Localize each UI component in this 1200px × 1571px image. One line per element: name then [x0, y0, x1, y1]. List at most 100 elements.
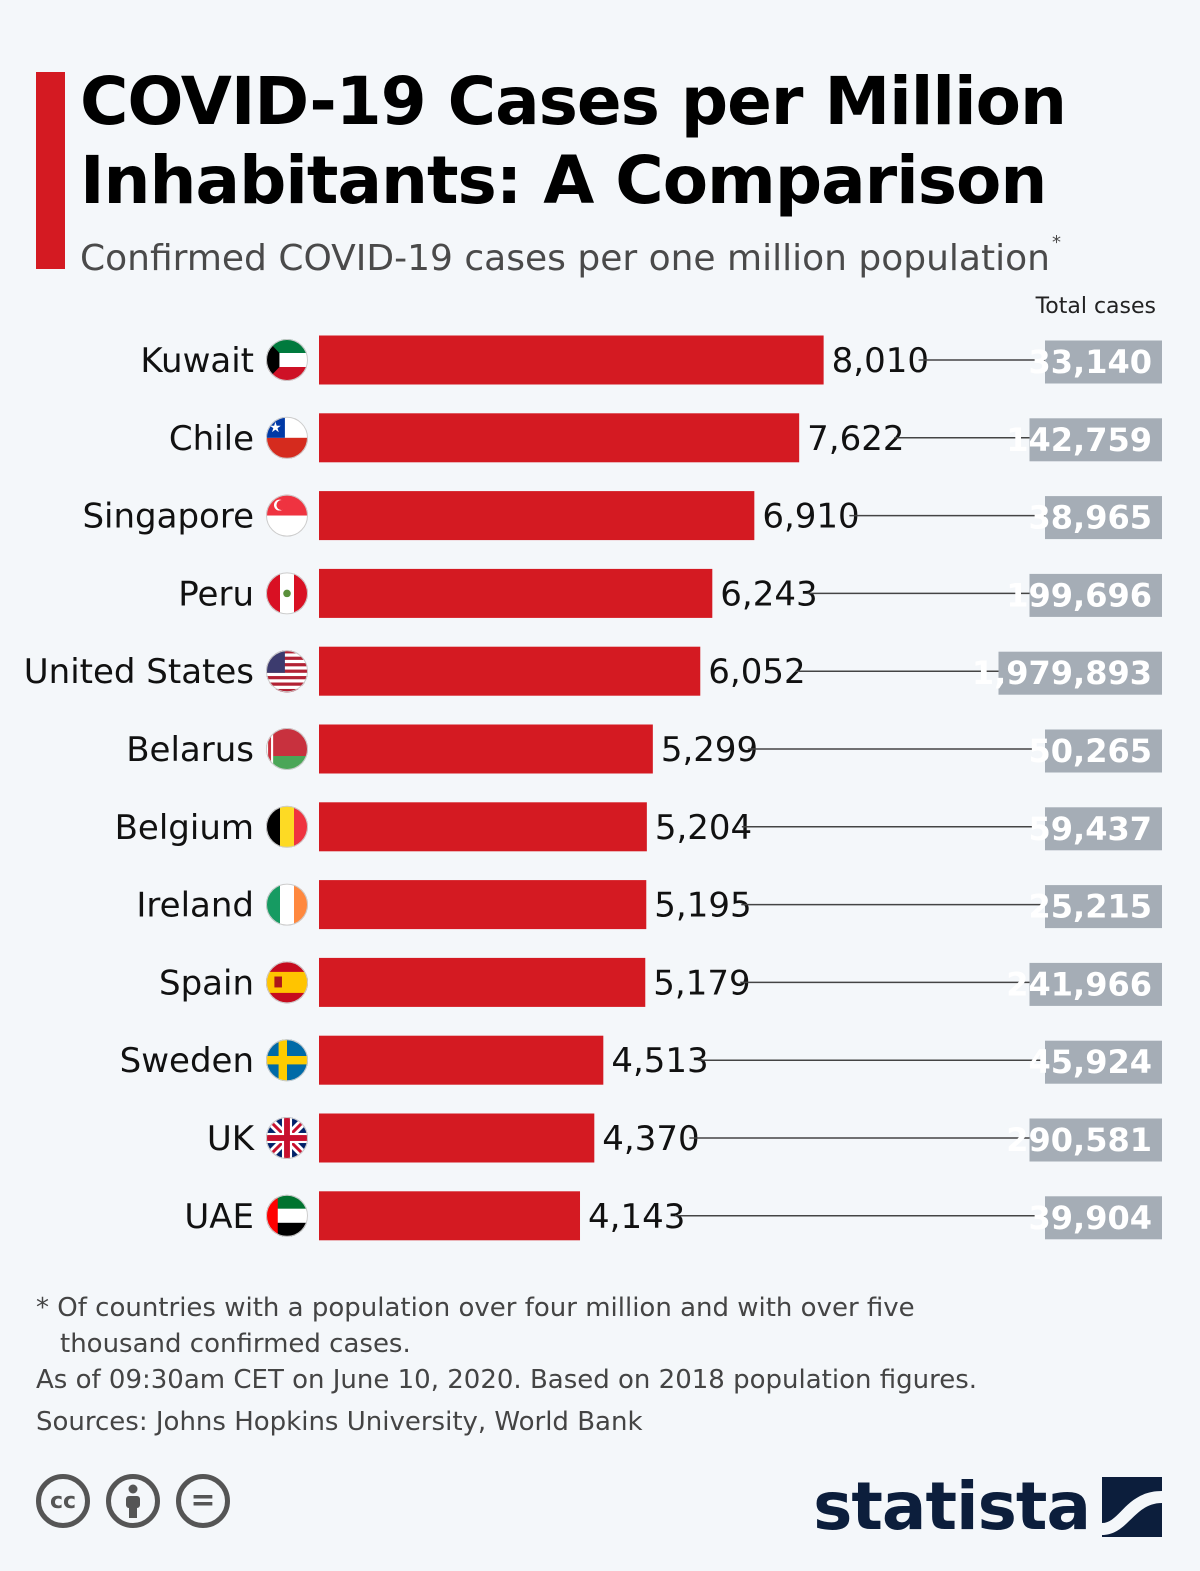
total-cases-box — [1045, 1196, 1162, 1240]
footnote-block: * Of countries with a population over fo… — [36, 1290, 1036, 1440]
value-label: 5,195 — [654, 886, 751, 926]
footnote-line-2: thousand confirmed cases. — [60, 1329, 411, 1359]
category-label: Chile — [169, 419, 254, 459]
cc-icon-label: cc — [49, 1488, 77, 1514]
no-derivatives-icon: = — [176, 1474, 230, 1528]
total-cases-label: 39,904 — [1029, 1199, 1152, 1237]
subtitle-text: Confirmed COVID-19 cases per one million… — [80, 238, 1050, 279]
chart-row: Ireland 5,195 25,215 — [136, 880, 1162, 930]
total-cases-label: 241,966 — [1006, 965, 1152, 1003]
equals-icon-label: = — [190, 1483, 216, 1518]
chart-row: Peru 6,243 199,696 — [178, 568, 1162, 618]
value-label: 5,299 — [661, 730, 758, 770]
title-accent-bar — [36, 72, 65, 269]
date-note: As of 09:30am CET on June 10, 2020. Base… — [36, 1365, 978, 1395]
category-label: UK — [207, 1119, 256, 1159]
creative-commons-icon: cc — [36, 1474, 90, 1528]
value-label: 5,204 — [655, 808, 752, 848]
value-label: 4,370 — [602, 1119, 699, 1159]
bar — [319, 335, 824, 385]
total-cases-label: 290,581 — [1006, 1121, 1152, 1159]
total-cases-box — [1029, 1118, 1162, 1162]
total-cases-label: 1,979,893 — [972, 654, 1152, 692]
chart-row: Belarus 5,299 50,265 — [126, 724, 1162, 774]
bar — [319, 724, 653, 774]
total-cases-box — [1045, 807, 1162, 851]
person-icon — [126, 1484, 140, 1518]
category-label: Spain — [159, 963, 254, 1003]
bar — [319, 568, 713, 618]
total-cases-box — [1029, 418, 1162, 462]
chart-row: UK 4,370 290,581 — [207, 1113, 1162, 1163]
chart-row: Kuwait 8,010 33,140 — [140, 335, 1162, 385]
category-label: Peru — [178, 574, 254, 614]
category-label: United States — [24, 652, 254, 692]
uk-flag-icon — [266, 1117, 308, 1159]
value-label: 6,243 — [720, 574, 817, 614]
chart-row: Spain 5,179 241,966 — [159, 957, 1162, 1007]
brand-name: statista — [813, 1468, 1091, 1545]
chart-row: Belgium 5,204 59,437 — [115, 802, 1162, 852]
singapore-flag-icon — [266, 494, 308, 537]
total-cases-label: 50,265 — [1029, 732, 1152, 770]
value-label: 6,910 — [762, 497, 859, 537]
bar — [319, 802, 647, 852]
statista-logo-icon — [1102, 1476, 1162, 1537]
total-cases-box — [998, 651, 1162, 695]
title-line-1: COVID-19 Cases per Million — [80, 63, 1067, 140]
bar — [319, 1191, 581, 1241]
bar — [319, 646, 701, 696]
total-cases-box — [1045, 885, 1162, 929]
chart-row: United States 6,052 1,979,893 — [24, 646, 1162, 696]
total-cases-label: 45,924 — [1029, 1043, 1152, 1081]
bar — [319, 491, 755, 541]
value-label: 4,513 — [611, 1041, 708, 1081]
bar — [319, 413, 800, 463]
sweden-flag-icon — [266, 1039, 308, 1082]
belarus-flag-icon — [266, 728, 308, 770]
total-cases-box — [1045, 729, 1162, 773]
total-cases-box — [1045, 340, 1162, 384]
category-label: Ireland — [136, 886, 254, 926]
total-cases-header: Total cases — [1035, 294, 1156, 319]
chart-row: Chile ★ 7,622 142,759 — [169, 413, 1162, 463]
category-label: Belgium — [115, 808, 254, 848]
peru-flag-icon — [266, 572, 308, 615]
total-cases-box — [1029, 573, 1162, 617]
uae-flag-icon — [266, 1194, 308, 1237]
value-label: 7,622 — [807, 419, 904, 459]
bar — [319, 880, 647, 930]
value-label: 8,010 — [832, 341, 929, 381]
attribution-icon — [106, 1474, 160, 1528]
chile-flag-icon: ★ — [266, 416, 308, 459]
spain-flag-icon — [266, 961, 308, 1004]
sources-note: Sources: Johns Hopkins University, World… — [36, 1407, 643, 1437]
total-cases-label: 199,696 — [1006, 576, 1152, 614]
footnote-line-1: * Of countries with a population over fo… — [36, 1293, 915, 1323]
bar — [319, 957, 646, 1007]
chart-row: Sweden 4,513 45,924 — [120, 1035, 1162, 1085]
total-cases-box — [1045, 1040, 1162, 1084]
title-line-2: Inhabitants: A Comparison — [80, 142, 1047, 219]
bar — [319, 1113, 595, 1163]
value-label: 4,143 — [588, 1197, 685, 1237]
belgium-flag-icon — [266, 805, 308, 848]
category-label: Sweden — [120, 1041, 254, 1081]
chart-subtitle: Confirmed COVID-19 cases per one million… — [80, 232, 1061, 279]
total-cases-label: 33,140 — [1029, 343, 1152, 381]
category-label: Kuwait — [140, 341, 254, 381]
license-icons: cc = — [36, 1474, 230, 1528]
value-label: 6,052 — [708, 652, 805, 692]
value-label: 5,179 — [653, 963, 750, 1003]
category-label: Belarus — [126, 730, 254, 770]
total-cases-box — [1029, 962, 1162, 1006]
chart-row: UAE 4,143 39,904 — [184, 1191, 1162, 1241]
united-states-flag-icon — [266, 650, 308, 693]
statista-logo: statista — [813, 1468, 1162, 1545]
total-cases-label: 38,965 — [1029, 499, 1152, 537]
total-cases-box — [1045, 496, 1162, 540]
chart-row: Singapore 6,910 38,965 — [82, 491, 1162, 541]
total-cases-label: 59,437 — [1029, 810, 1152, 848]
category-label: Singapore — [82, 497, 254, 537]
category-label: UAE — [184, 1197, 254, 1237]
